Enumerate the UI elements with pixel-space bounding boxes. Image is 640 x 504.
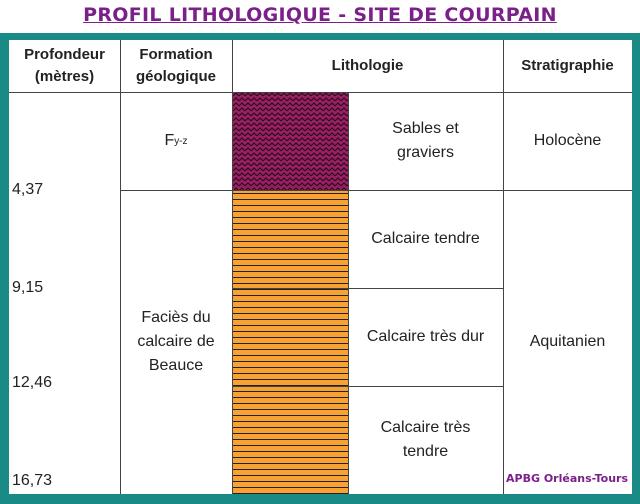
- lithology: Calcaire tendre: [371, 230, 480, 247]
- depth-label: 12,46: [12, 374, 53, 391]
- formation-symbol: F: [164, 132, 175, 149]
- formation: Faciès du calcaire de Beauce: [137, 309, 215, 374]
- depth-label: 4,37: [12, 181, 44, 198]
- lithology: Calcaire très dur: [366, 328, 485, 345]
- sand-pattern: [233, 92, 348, 190]
- column-header: Lithologie: [331, 56, 404, 74]
- rule: [503, 40, 504, 494]
- limestone-pattern: [233, 190, 348, 494]
- title: PROFIL LITHOLOGIQUE - SITE DE COURPAIN: [83, 4, 557, 26]
- column-header: Profondeur (mètres): [24, 45, 105, 86]
- rule: [120, 40, 121, 494]
- rule: [232, 40, 233, 494]
- rule: [348, 92, 349, 494]
- lithology: Calcaire très tendre: [380, 419, 471, 460]
- formation-subscript: y-z: [174, 135, 188, 147]
- rule: [9, 92, 632, 93]
- column-header: Stratigraphie: [521, 56, 614, 74]
- stratigraphy: Aquitanien: [529, 333, 606, 350]
- depth-label: 16,73: [12, 472, 53, 489]
- depth-label: 9,15: [12, 279, 44, 296]
- rule: [120, 190, 632, 191]
- stratigraphy: Holocène: [533, 132, 602, 149]
- lithology-column: [233, 92, 348, 494]
- lithology: Sables et graviers: [392, 120, 459, 161]
- column-header: Formation géologique: [136, 45, 216, 86]
- credit: APBG Orléans-Tours: [506, 472, 628, 485]
- rule: [233, 288, 503, 289]
- rule: [233, 386, 503, 387]
